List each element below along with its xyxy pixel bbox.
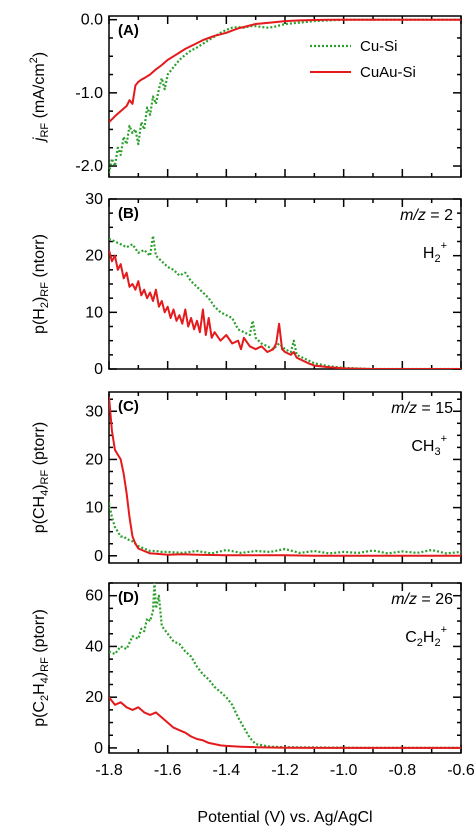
y-tick-label: -1.0	[75, 85, 103, 102]
x-tick-label: -1.0	[330, 762, 358, 779]
cu-si-line	[109, 18, 461, 174]
y-axis-title: jRF (mA/cm2)	[28, 52, 51, 143]
y-tick-label: 20	[85, 451, 103, 468]
ion-annotation: CH3+	[411, 433, 447, 458]
y-tick-label: 10	[85, 304, 103, 321]
x-tick-label: -1.6	[154, 762, 182, 779]
cu-si-line	[109, 502, 461, 555]
x-tick-label: -0.8	[389, 762, 417, 779]
cuau-si-line	[109, 396, 461, 557]
panel-b: 0 10 20 30 (B) p(H2)RF (ntorr) m/z = 2 H2+	[31, 191, 462, 378]
panel-label: (A)	[118, 22, 139, 39]
plot-frame	[108, 198, 462, 370]
plot-frame	[108, 15, 462, 178]
y-axis-title: p(CH4)RF (ptorr)	[31, 422, 51, 533]
y-tick-label: 20	[85, 248, 103, 265]
y-axis-title: p(C2H4)RF (ptorr)	[31, 609, 51, 727]
cu-si-line	[109, 234, 461, 369]
panel-label: (D)	[118, 589, 139, 606]
y-tick-label: 60	[85, 588, 103, 605]
legend-label: CuAu-Si	[360, 64, 416, 81]
y-tick-label: 20	[85, 689, 103, 706]
ion-annotation: H2+	[423, 240, 447, 265]
y-axis-title: p(H2)RF (ntorr)	[31, 234, 51, 334]
cuau-si-line	[109, 249, 461, 369]
cuau-si-line	[109, 18, 461, 123]
ion-annotation: C2H2+	[405, 624, 447, 649]
plot-frame	[108, 582, 462, 754]
y-tick-label: 40	[85, 638, 103, 655]
x-tick-label: -1.4	[213, 762, 241, 779]
panel-c: 0 10 20 30 (C) p(CH4)RF (ptorr) m/z = 15 CH3+	[31, 391, 462, 565]
x-axis-title: Potential (V) vs. Ag/AgCl	[197, 809, 372, 826]
mz-annotation: m/z = 2	[400, 207, 453, 224]
y-tick-label: 10	[85, 500, 103, 517]
x-tick-label: -1.8	[95, 762, 123, 779]
panel-label: (C)	[118, 398, 139, 415]
legend-label: Cu-Si	[360, 38, 398, 55]
panel-label: (B)	[118, 205, 139, 222]
y-tick-label: 0	[94, 740, 103, 757]
legend: Cu-Si CuAu-Si	[310, 38, 416, 81]
y-tick-label: 0.0	[81, 12, 103, 29]
plot-frame	[108, 391, 462, 564]
panel-a: 0.0 -1.0 -2.0 (A) jRF (mA/cm2) Cu-Si CuAu-Si	[28, 12, 462, 178]
panel-d: 0 20 40 60 (D) p(C2H4)RF (ptorr) m/z = 26 C2H2+	[31, 582, 462, 757]
mz-annotation: m/z = 26	[391, 591, 453, 608]
y-tick-label: -2.0	[75, 158, 103, 175]
cuau-si-line	[109, 696, 461, 749]
y-tick-label: 30	[85, 191, 103, 208]
y-tick-label: 30	[85, 403, 103, 420]
x-tick-label: -1.2	[271, 762, 299, 779]
mz-annotation: m/z = 15	[391, 400, 453, 417]
y-tick-label: 0	[94, 361, 103, 378]
x-tick-label: -0.6	[447, 762, 474, 779]
y-tick-label: 0	[94, 548, 103, 565]
